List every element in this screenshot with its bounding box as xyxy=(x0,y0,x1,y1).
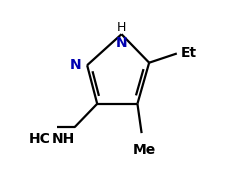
Text: Me: Me xyxy=(132,143,156,157)
Text: NH: NH xyxy=(51,132,75,146)
Text: H: H xyxy=(117,21,126,34)
Text: Et: Et xyxy=(181,46,197,60)
Text: HC: HC xyxy=(29,132,51,146)
Text: N: N xyxy=(116,36,127,50)
Text: N: N xyxy=(69,58,81,72)
